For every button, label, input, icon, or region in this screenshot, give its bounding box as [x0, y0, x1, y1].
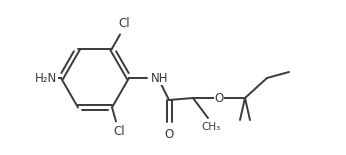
Text: O: O [215, 91, 224, 104]
Text: H₂N: H₂N [35, 71, 57, 84]
Text: NH: NH [151, 71, 169, 84]
Text: Cl: Cl [118, 17, 130, 30]
Text: CH₃: CH₃ [201, 122, 221, 132]
Text: Cl: Cl [113, 125, 125, 138]
Text: O: O [164, 128, 174, 141]
